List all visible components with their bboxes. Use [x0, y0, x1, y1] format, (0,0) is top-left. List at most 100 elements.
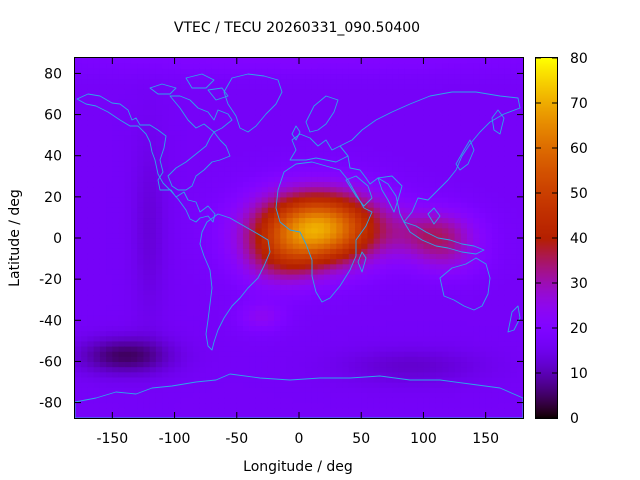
heatmap-cell: [460, 186, 468, 193]
heatmap-cell: [373, 238, 381, 244]
heatmap-cell: [143, 94, 151, 100]
heatmap-cell: [124, 382, 132, 388]
heatmap-cell: [218, 217, 225, 224]
heatmap-cell: [205, 58, 213, 64]
heatmap-cell: [243, 176, 250, 183]
heatmap-cell: [230, 58, 238, 64]
heatmap-cell: [435, 371, 443, 378]
heatmap-cell: [286, 299, 294, 306]
heatmap-cell: [473, 109, 481, 116]
heatmap-cell: [137, 217, 145, 224]
heatmap-cell: [199, 294, 207, 301]
heatmap-cell: [230, 361, 238, 368]
heatmap-cell: [404, 253, 412, 260]
heatmap-cell: [435, 135, 443, 141]
heatmap-cell: [143, 191, 151, 198]
heatmap-cell: [442, 166, 449, 172]
heatmap-cell: [386, 340, 393, 347]
heatmap-cell: [311, 346, 319, 352]
heatmap-cell: [330, 140, 337, 147]
heatmap-cell: [299, 330, 306, 337]
heatmap-cell: [99, 155, 107, 162]
heatmap-cell: [330, 304, 337, 311]
heatmap-cell: [274, 135, 281, 141]
heatmap-cell: [274, 160, 281, 167]
heatmap-cell: [249, 279, 257, 285]
heatmap-cell: [236, 243, 244, 249]
heatmap-cell: [243, 356, 250, 363]
heatmap-cell: [149, 268, 157, 275]
heatmap-cell: [367, 114, 375, 121]
heatmap-cell: [348, 114, 356, 121]
heatmap-cell: [149, 196, 157, 203]
heatmap-cell: [131, 196, 138, 203]
heatmap-cell: [342, 258, 350, 265]
heatmap-cell: [355, 109, 362, 116]
heatmap-cell: [373, 124, 381, 131]
heatmap-cell: [131, 268, 138, 275]
heatmap-cell: [510, 140, 518, 147]
heatmap-cell: [243, 340, 250, 347]
heatmap-cell: [435, 243, 443, 249]
heatmap-cell: [99, 212, 107, 219]
heatmap-cell: [168, 335, 176, 342]
heatmap-cell: [168, 124, 176, 131]
heatmap-cell: [162, 274, 169, 280]
heatmap-cell: [467, 114, 474, 121]
heatmap-cell: [435, 130, 443, 136]
heatmap-cell: [230, 268, 238, 275]
heatmap-cell: [211, 366, 219, 373]
heatmap-cell: [392, 310, 400, 316]
heatmap-cell: [510, 335, 518, 342]
heatmap-cell: [243, 171, 250, 177]
heatmap-cell: [299, 58, 306, 64]
heatmap-cell: [311, 88, 319, 95]
heatmap-cell: [106, 366, 113, 373]
heatmap-cell: [311, 202, 319, 208]
heatmap-cell: [243, 155, 250, 162]
heatmap-cell: [485, 238, 493, 244]
heatmap-cell: [435, 351, 443, 357]
heatmap-cell: [174, 387, 182, 393]
heatmap-cell: [485, 294, 493, 301]
heatmap-cell: [411, 274, 418, 280]
heatmap-cell: [479, 119, 487, 126]
heatmap-cell: [479, 330, 487, 337]
heatmap-cell: [348, 243, 356, 249]
heatmap-cell: [429, 99, 437, 105]
heatmap-cell: [504, 155, 512, 162]
heatmap-cell: [467, 376, 474, 383]
heatmap-cell: [411, 191, 418, 198]
heatmap-cell: [361, 294, 369, 301]
heatmap-cell: [404, 150, 412, 157]
heatmap-cell: [174, 191, 182, 198]
heatmap-cell: [479, 402, 487, 409]
heatmap-cell: [236, 366, 244, 373]
heatmap-cell: [143, 155, 151, 162]
heatmap-cell: [75, 330, 82, 337]
heatmap-cell: [75, 140, 82, 147]
heatmap-cell: [236, 83, 244, 90]
heatmap-cell: [267, 412, 275, 419]
heatmap-cell: [429, 202, 437, 208]
heatmap-cell: [112, 371, 120, 378]
heatmap-cell: [379, 263, 387, 270]
heatmap-cell: [311, 335, 319, 342]
heatmap-cell: [429, 119, 437, 126]
heatmap-cell: [124, 320, 132, 327]
heatmap-cell: [99, 361, 107, 368]
heatmap-cell: [429, 176, 437, 183]
heatmap-cell: [435, 155, 443, 162]
heatmap-cell: [218, 232, 225, 239]
heatmap-cell: [348, 315, 356, 321]
heatmap-cell: [193, 238, 201, 244]
heatmap-cell: [442, 387, 449, 393]
heatmap-cell: [336, 222, 344, 229]
heatmap-cell: [398, 294, 406, 301]
heatmap-cell: [224, 232, 232, 239]
heatmap-cell: [261, 166, 269, 172]
heatmap-cell: [448, 387, 456, 393]
heatmap-cell: [137, 58, 145, 64]
heatmap-cell: [137, 78, 145, 85]
heatmap-cell: [236, 88, 244, 95]
